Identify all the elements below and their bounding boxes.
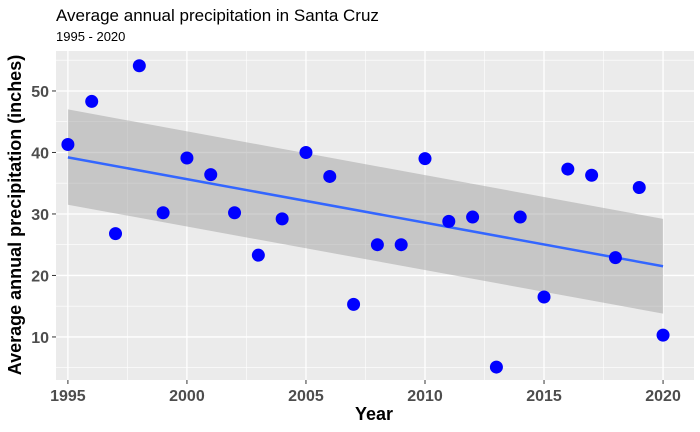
data-point xyxy=(251,248,265,262)
x-tick-label: 2015 xyxy=(526,388,562,405)
data-point xyxy=(656,328,670,342)
data-point xyxy=(156,206,170,220)
data-point xyxy=(466,210,480,224)
y-tick-labels: 10 20 30 40 50 xyxy=(31,84,49,347)
data-point xyxy=(132,59,146,73)
data-point xyxy=(180,151,194,165)
data-point xyxy=(275,212,289,226)
x-axis-title: Year xyxy=(355,404,393,424)
data-point xyxy=(61,137,75,151)
data-point xyxy=(632,181,646,195)
chart-subtitle: 1995 - 2020 xyxy=(56,29,125,44)
y-tick-label: 10 xyxy=(31,330,49,347)
x-tick-labels: 1995 2000 2005 2010 2015 2020 xyxy=(50,388,681,405)
data-point xyxy=(418,152,432,166)
data-point xyxy=(513,210,527,224)
y-tick-label: 20 xyxy=(31,268,49,285)
x-tick-label: 2005 xyxy=(288,388,324,405)
data-point xyxy=(109,227,123,241)
data-point xyxy=(228,206,242,220)
chart-title: Average annual precipitation in Santa Cr… xyxy=(56,6,379,25)
trend-line xyxy=(67,156,664,268)
data-point xyxy=(299,145,313,159)
data-point xyxy=(204,168,218,182)
x-tick-label: 2020 xyxy=(645,388,681,405)
y-tick-label: 30 xyxy=(31,207,49,224)
major-gridlines xyxy=(56,51,694,380)
axis-ticks xyxy=(52,90,664,384)
data-point xyxy=(489,360,503,374)
data-point xyxy=(537,290,551,304)
minor-gridlines xyxy=(56,51,694,380)
data-point xyxy=(585,168,599,182)
data-point xyxy=(370,238,384,252)
data-point xyxy=(323,169,337,183)
y-axis-title: Average annual precipitation (inches) xyxy=(5,55,25,375)
y-tick-label: 40 xyxy=(31,145,49,162)
data-point xyxy=(442,214,456,228)
x-tick-label: 1995 xyxy=(50,388,86,405)
data-point xyxy=(394,238,408,252)
data-point xyxy=(608,251,622,265)
data-point xyxy=(347,297,361,311)
data-points xyxy=(61,59,670,374)
x-tick-label: 2000 xyxy=(169,388,205,405)
data-point xyxy=(561,162,575,176)
y-tick-label: 50 xyxy=(31,84,49,101)
data-point xyxy=(85,94,99,108)
x-tick-label: 2010 xyxy=(407,388,443,405)
